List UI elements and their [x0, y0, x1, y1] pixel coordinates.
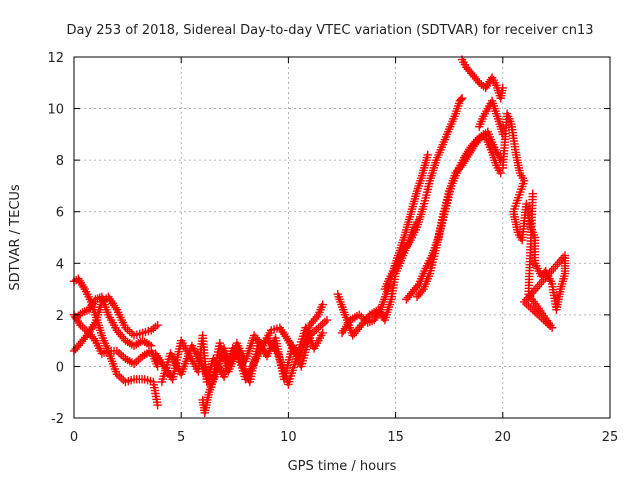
x-tick-label: 15 [387, 430, 404, 445]
x-tick-label: 10 [280, 430, 297, 445]
scatter-points [69, 55, 570, 418]
data-point [153, 320, 162, 330]
x-tick-label: 0 [70, 430, 78, 445]
data-point [146, 341, 156, 350]
data-point [322, 315, 332, 325]
chart-title: Day 253 of 2018, Sidereal Day-to-day VTE… [66, 23, 593, 38]
data-point [318, 300, 327, 309]
y-tick-label: 0 [56, 360, 64, 375]
data-point [423, 150, 432, 160]
data-point [153, 400, 162, 410]
plot-frame [73, 56, 611, 419]
y-tick-label: 12 [47, 51, 64, 66]
data-point [496, 168, 505, 178]
x-tick-label: 25 [602, 430, 619, 445]
data-point [498, 83, 507, 93]
x-tick-label: 20 [495, 430, 512, 445]
x-axis-label: GPS time / hours [288, 459, 397, 474]
data-point [318, 328, 327, 338]
y-tick-label: 10 [47, 103, 64, 118]
axes: 0 5 10 15 20 25 -2 0 2 4 6 8 10 12 [47, 51, 618, 445]
y-tick-label: 2 [56, 309, 64, 324]
y-tick-label: -2 [51, 412, 64, 427]
data-point [456, 95, 466, 104]
y-tick-label: 6 [56, 206, 64, 221]
y-tick-label: 8 [56, 154, 64, 169]
y-axis-label: SDTVAR / TECUs [8, 184, 23, 291]
x-tick-label: 5 [177, 430, 185, 445]
data-point [457, 94, 467, 103]
y-tick-label: 4 [56, 257, 64, 272]
data-point [528, 189, 538, 198]
